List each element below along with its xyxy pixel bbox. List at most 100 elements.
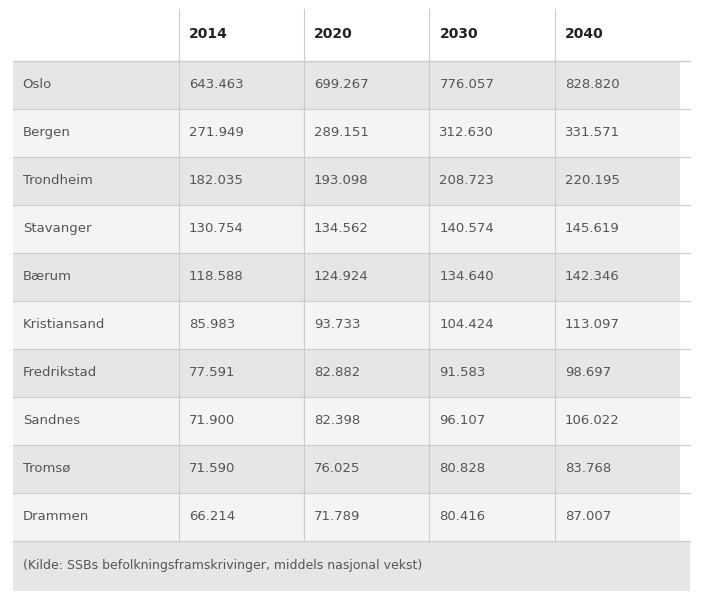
Text: 82.398: 82.398 <box>314 414 361 427</box>
Bar <box>304 349 430 397</box>
Bar <box>304 8 430 60</box>
Text: Tromsø: Tromsø <box>22 462 70 475</box>
Bar <box>555 204 681 253</box>
Text: 208.723: 208.723 <box>439 174 494 187</box>
Text: (Kilde: SSBs befolkningsframskrivinger, middels nasjonal vekst): (Kilde: SSBs befolkningsframskrivinger, … <box>22 559 422 572</box>
Text: 91.583: 91.583 <box>439 366 486 379</box>
Bar <box>430 60 555 108</box>
Bar <box>179 444 304 492</box>
Bar <box>555 301 681 349</box>
Text: 85.983: 85.983 <box>188 318 235 331</box>
Text: Fredrikstad: Fredrikstad <box>22 366 97 379</box>
Text: 2030: 2030 <box>439 28 478 41</box>
Bar <box>555 108 681 156</box>
Bar <box>430 492 555 540</box>
Text: 289.151: 289.151 <box>314 126 369 139</box>
Bar <box>555 349 681 397</box>
Bar <box>13 204 179 253</box>
Bar <box>13 444 179 492</box>
Bar <box>555 397 681 444</box>
Text: 134.640: 134.640 <box>439 270 494 283</box>
Bar <box>179 492 304 540</box>
Bar <box>304 108 430 156</box>
Bar <box>179 204 304 253</box>
Bar <box>13 108 179 156</box>
Bar <box>179 156 304 204</box>
Bar <box>304 492 430 540</box>
Bar <box>555 156 681 204</box>
Text: 77.591: 77.591 <box>188 366 236 379</box>
Bar <box>179 397 304 444</box>
Bar <box>555 60 681 108</box>
Bar <box>304 156 430 204</box>
Bar <box>555 492 681 540</box>
Text: 140.574: 140.574 <box>439 222 494 235</box>
Bar <box>13 60 179 108</box>
Text: 87.007: 87.007 <box>565 510 611 523</box>
Text: 643.463: 643.463 <box>188 78 243 91</box>
Bar <box>304 253 430 301</box>
Bar <box>179 8 304 60</box>
Text: 82.882: 82.882 <box>314 366 361 379</box>
Text: 83.768: 83.768 <box>565 462 611 475</box>
Text: 124.924: 124.924 <box>314 270 369 283</box>
Text: 93.733: 93.733 <box>314 318 361 331</box>
Bar <box>179 253 304 301</box>
Bar <box>13 301 179 349</box>
Bar <box>13 540 690 591</box>
Bar <box>304 60 430 108</box>
Bar <box>13 397 179 444</box>
Text: Sandnes: Sandnes <box>22 414 79 427</box>
Text: Trondheim: Trondheim <box>22 174 93 187</box>
Text: 80.416: 80.416 <box>439 510 486 523</box>
Text: 118.588: 118.588 <box>188 270 243 283</box>
Text: 776.057: 776.057 <box>439 78 494 91</box>
Text: 71.900: 71.900 <box>188 414 235 427</box>
Text: Oslo: Oslo <box>22 78 52 91</box>
Bar <box>304 204 430 253</box>
Text: 134.562: 134.562 <box>314 222 369 235</box>
Bar <box>430 349 555 397</box>
Bar <box>430 8 555 60</box>
Text: 104.424: 104.424 <box>439 318 494 331</box>
Bar <box>13 8 179 60</box>
Text: 80.828: 80.828 <box>439 462 486 475</box>
Text: 96.107: 96.107 <box>439 414 486 427</box>
Text: 220.195: 220.195 <box>565 174 619 187</box>
Bar <box>430 204 555 253</box>
Bar <box>179 108 304 156</box>
Text: 828.820: 828.820 <box>565 78 619 91</box>
Bar <box>555 444 681 492</box>
Text: 2040: 2040 <box>565 28 604 41</box>
Text: 98.697: 98.697 <box>565 366 611 379</box>
Text: 331.571: 331.571 <box>565 126 620 139</box>
Text: 142.346: 142.346 <box>565 270 619 283</box>
Text: 113.097: 113.097 <box>565 318 619 331</box>
Bar <box>430 444 555 492</box>
Bar <box>179 60 304 108</box>
Bar <box>430 253 555 301</box>
Text: 312.630: 312.630 <box>439 126 494 139</box>
Bar <box>13 156 179 204</box>
Text: 145.619: 145.619 <box>565 222 619 235</box>
Bar <box>304 301 430 349</box>
Text: 271.949: 271.949 <box>188 126 243 139</box>
Text: 193.098: 193.098 <box>314 174 368 187</box>
Text: 130.754: 130.754 <box>188 222 243 235</box>
Bar <box>555 253 681 301</box>
Text: 2014: 2014 <box>188 28 228 41</box>
Bar <box>13 492 179 540</box>
Bar <box>13 253 179 301</box>
Text: 76.025: 76.025 <box>314 462 361 475</box>
Bar <box>179 349 304 397</box>
Text: Drammen: Drammen <box>22 510 89 523</box>
Bar <box>179 301 304 349</box>
Text: 699.267: 699.267 <box>314 78 368 91</box>
Text: 2020: 2020 <box>314 28 353 41</box>
Text: Bergen: Bergen <box>22 126 70 139</box>
Bar <box>304 444 430 492</box>
Bar <box>13 349 179 397</box>
Bar <box>430 108 555 156</box>
Bar <box>555 8 681 60</box>
Bar <box>430 397 555 444</box>
